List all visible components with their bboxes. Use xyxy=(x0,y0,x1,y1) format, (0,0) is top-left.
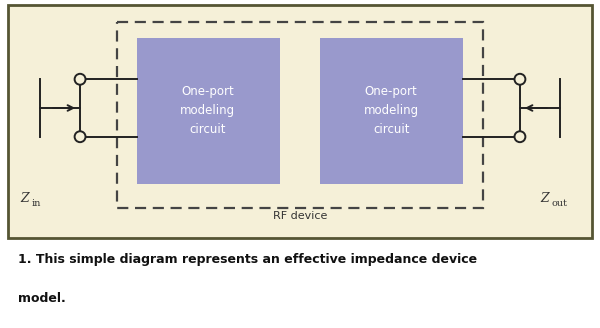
Text: One-port
modeling
circuit: One-port modeling circuit xyxy=(364,86,419,136)
Text: 1. This simple diagram represents an effective impedance device: 1. This simple diagram represents an eff… xyxy=(18,253,477,266)
Text: model.: model. xyxy=(18,292,65,305)
Text: Z: Z xyxy=(20,192,29,205)
Text: One-port
modeling
circuit: One-port modeling circuit xyxy=(181,86,235,136)
Bar xyxy=(320,38,463,184)
Bar xyxy=(117,22,483,208)
Text: out: out xyxy=(551,198,568,208)
Text: in: in xyxy=(32,198,41,208)
Bar xyxy=(137,38,280,184)
Text: RF device: RF device xyxy=(273,211,327,221)
Text: Z: Z xyxy=(541,192,550,205)
